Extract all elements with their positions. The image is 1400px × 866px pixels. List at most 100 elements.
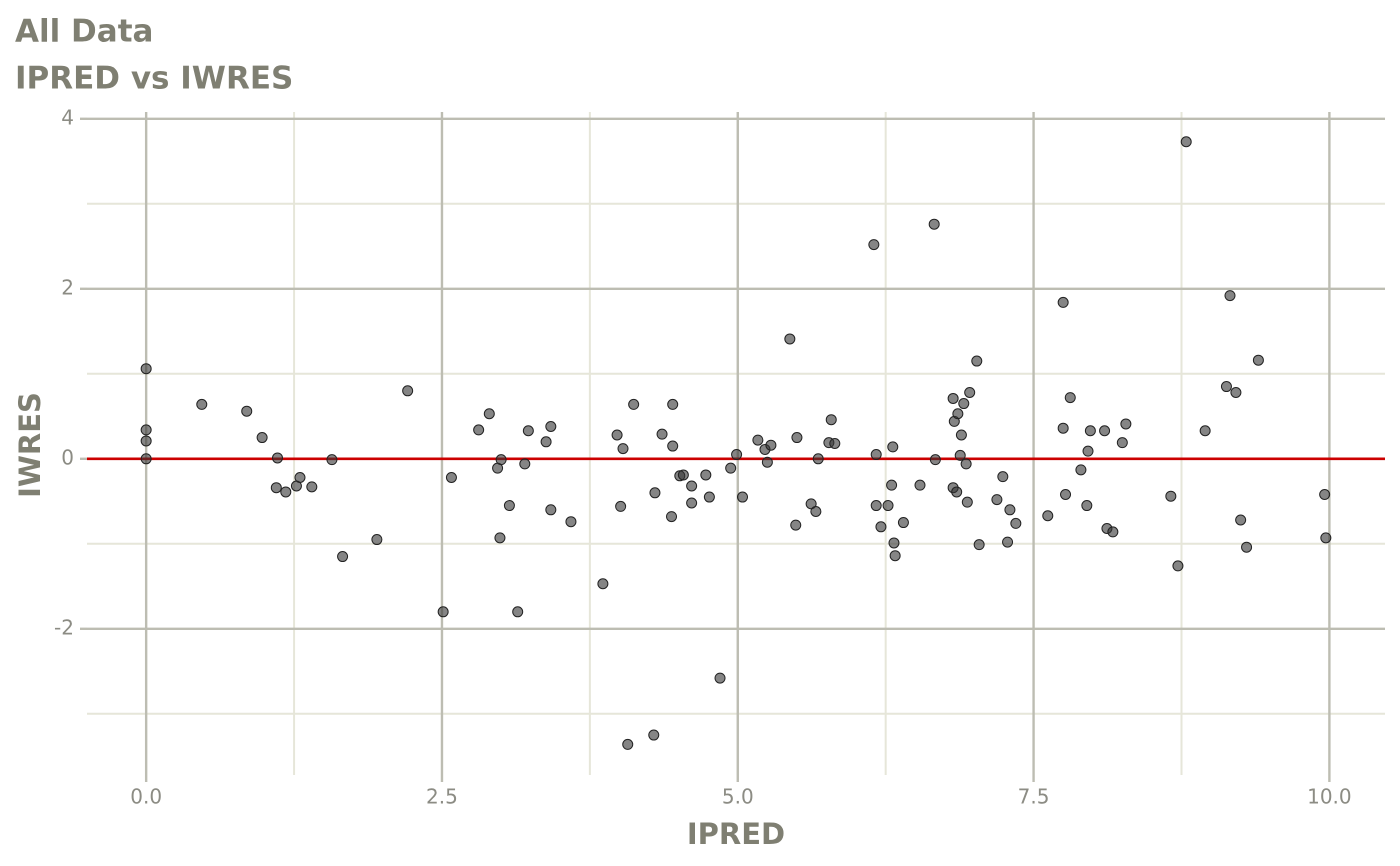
- x-tick-label: 0.0: [130, 785, 162, 809]
- point: [1075, 464, 1087, 476]
- point: [280, 486, 292, 498]
- point: [1107, 526, 1119, 538]
- point: [565, 516, 577, 528]
- point: [955, 429, 967, 441]
- point: [790, 519, 802, 531]
- point: [954, 449, 966, 461]
- point: [402, 385, 414, 397]
- point: [140, 363, 152, 375]
- point: [1002, 536, 1014, 548]
- point: [140, 435, 152, 447]
- point: [810, 506, 822, 517]
- point: [914, 479, 926, 491]
- point: [615, 500, 627, 512]
- point: [1116, 437, 1128, 449]
- point: [294, 472, 306, 483]
- point: [656, 428, 668, 440]
- point: [887, 441, 899, 453]
- y-tick-label: 2: [61, 275, 74, 299]
- point: [973, 539, 985, 551]
- point: [667, 440, 679, 452]
- point: [241, 405, 253, 417]
- point: [1235, 514, 1247, 526]
- point: [958, 398, 970, 410]
- y-tick-label: -2: [54, 615, 74, 639]
- point: [337, 551, 349, 563]
- point: [686, 480, 698, 492]
- point: [326, 454, 338, 466]
- point: [1057, 296, 1069, 308]
- point: [700, 469, 712, 481]
- point: [888, 537, 900, 549]
- point: [1064, 392, 1076, 404]
- point: [964, 387, 976, 398]
- point: [882, 500, 894, 512]
- point: [437, 606, 449, 618]
- point: [611, 429, 623, 441]
- point: [666, 511, 678, 523]
- point: [886, 479, 898, 491]
- point: [991, 494, 1003, 506]
- point: [1241, 541, 1253, 553]
- point: [1082, 445, 1094, 457]
- point: [495, 454, 507, 466]
- point: [812, 453, 824, 465]
- point: [752, 434, 764, 446]
- point: [545, 504, 557, 516]
- point: [545, 421, 557, 432]
- point: [445, 472, 457, 483]
- y-tick-label: 4: [61, 105, 74, 129]
- point: [929, 454, 941, 466]
- chart-subtitle: IPRED vs IWRES: [15, 61, 293, 97]
- point: [952, 408, 964, 420]
- point: [714, 672, 726, 684]
- point: [1057, 422, 1069, 434]
- point: [140, 453, 152, 465]
- point: [725, 462, 737, 474]
- point: [928, 218, 940, 230]
- point: [667, 398, 679, 410]
- point: [875, 521, 887, 533]
- point: [271, 452, 283, 464]
- point: [1120, 418, 1132, 430]
- point: [371, 534, 383, 546]
- point: [765, 439, 777, 451]
- chart-title: All Data: [15, 14, 153, 50]
- point: [617, 443, 629, 455]
- point: [947, 392, 959, 404]
- x-tick-label: 5.0: [722, 785, 754, 809]
- x-tick-label: 2.5: [426, 785, 458, 809]
- point: [737, 491, 749, 503]
- point: [622, 738, 634, 750]
- point: [503, 500, 515, 512]
- point: [784, 333, 796, 345]
- point: [703, 491, 715, 503]
- point: [1180, 136, 1192, 148]
- point: [971, 355, 983, 367]
- point: [870, 500, 882, 512]
- point: [473, 424, 485, 436]
- point: [1252, 354, 1264, 366]
- point: [791, 432, 803, 444]
- point: [649, 487, 661, 499]
- point: [825, 414, 837, 426]
- point: [1010, 517, 1022, 529]
- point: [306, 481, 318, 493]
- point: [256, 432, 268, 444]
- point: [731, 449, 743, 461]
- x-tick-label: 10.0: [1307, 785, 1352, 809]
- point: [483, 408, 495, 420]
- point: [889, 550, 901, 562]
- point: [1042, 510, 1054, 522]
- point: [540, 436, 552, 448]
- point: [870, 449, 882, 461]
- point: [868, 239, 880, 251]
- y-axis-title: IWRES: [13, 392, 47, 498]
- point: [597, 578, 609, 590]
- point: [960, 458, 972, 470]
- point: [951, 486, 963, 498]
- point: [677, 469, 689, 481]
- point: [1319, 489, 1331, 500]
- point: [761, 456, 773, 468]
